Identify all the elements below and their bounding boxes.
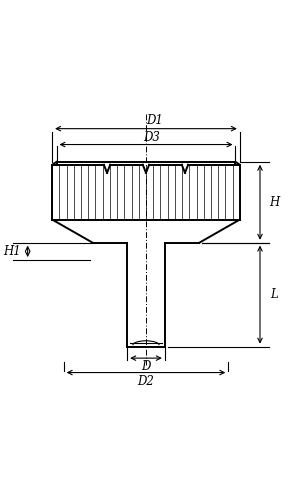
Text: D1: D1 — [146, 114, 163, 126]
Text: L: L — [271, 288, 278, 301]
Text: D: D — [141, 360, 151, 373]
Text: D2: D2 — [138, 375, 155, 388]
Text: H1: H1 — [3, 245, 21, 258]
Text: H: H — [269, 196, 280, 209]
Text: D3: D3 — [143, 131, 160, 144]
